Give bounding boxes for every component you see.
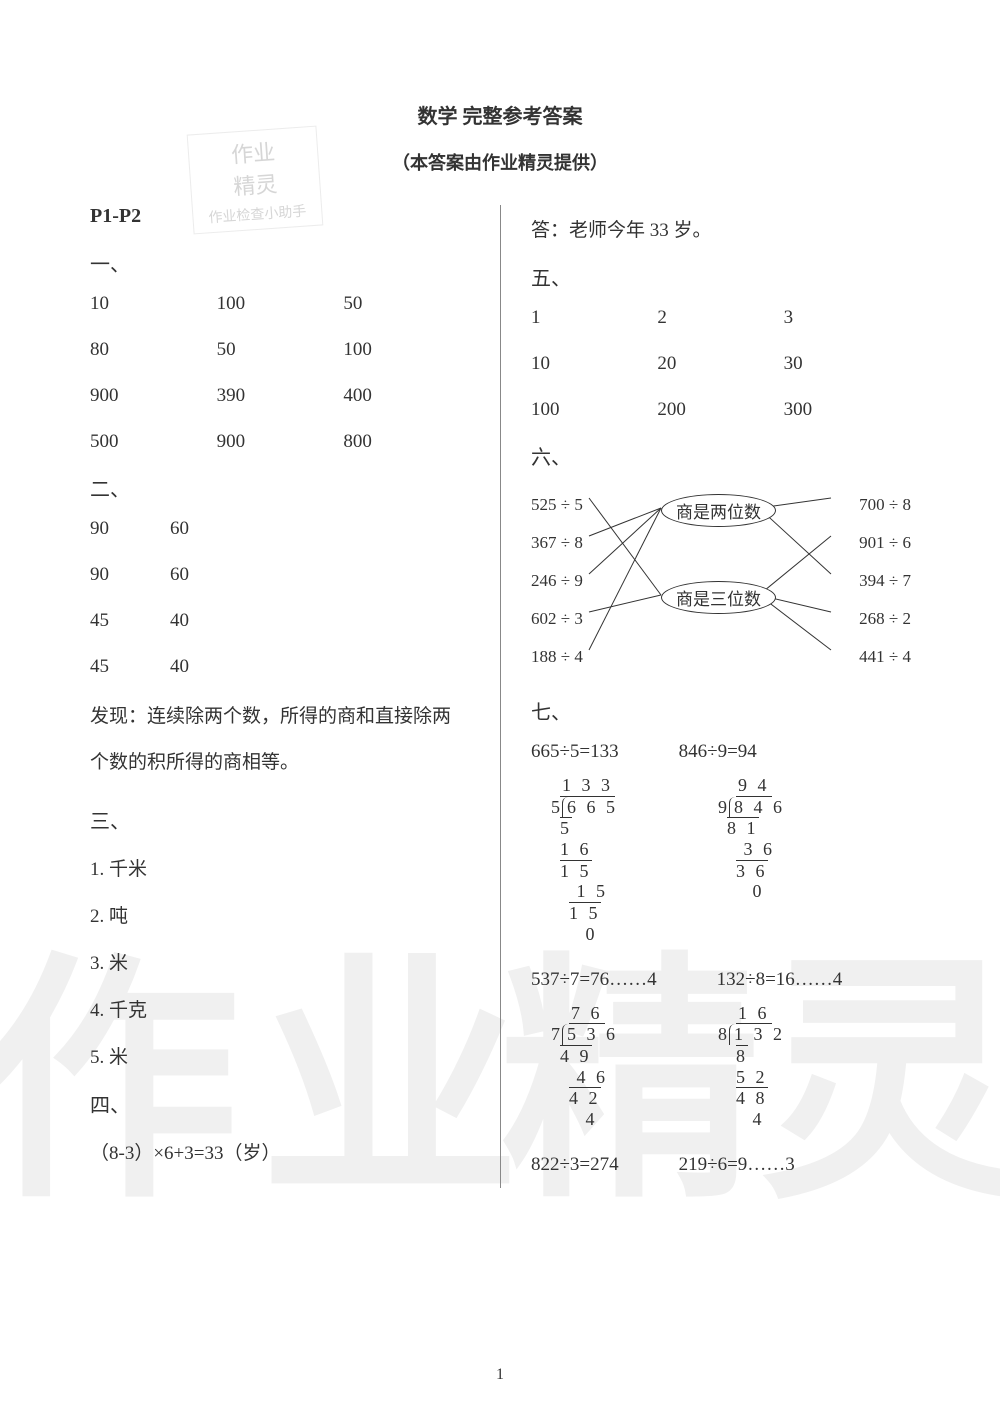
equation: 219÷6=9……3: [679, 1154, 795, 1176]
section-2-label: 二、: [90, 473, 470, 502]
grid-cell: 390: [217, 385, 344, 407]
section-5-grid: 123 102030 100200300: [531, 307, 910, 421]
label-two-digit-quotient: 商是两位数: [661, 494, 776, 527]
grid-cell: 900: [90, 385, 217, 407]
section-4-answer: 答：老师今年 33 岁。: [531, 215, 910, 242]
finding-line: 发现：连续除两个数，所得的商和直接除两: [90, 706, 451, 727]
grid-cell: 900: [217, 431, 344, 453]
grid-cell: 300: [784, 399, 910, 421]
section-5-label: 五、: [531, 262, 910, 291]
grid-cell: 60: [170, 518, 250, 540]
grid-cell: 100: [531, 399, 657, 421]
grid-cell: 45: [90, 610, 170, 632]
matching-left-expressions: 525 ÷ 5367 ÷ 8246 ÷ 9602 ÷ 3188 ÷ 4: [531, 486, 583, 676]
matching-expr: 394 ÷ 7: [859, 562, 911, 600]
grid-cell: 500: [90, 431, 217, 453]
grid-cell: 40: [170, 656, 250, 678]
grid-cell: 30: [784, 353, 910, 375]
grid-cell: 1: [531, 307, 657, 329]
grid-cell: 40: [170, 610, 250, 632]
grid-cell: 100: [217, 293, 344, 315]
matching-expr: 602 ÷ 3: [531, 600, 583, 638]
grid-cell: 10: [531, 353, 657, 375]
grid-cell: 90: [90, 518, 170, 540]
grid-cell: 800: [343, 431, 470, 453]
section-2-finding: 发现：连续除两个数，所得的商和直接除两 个数的积所得的商相等。: [90, 694, 470, 785]
section-6-label: 六、: [531, 441, 910, 470]
grid-cell: 100: [343, 339, 470, 361]
section-4-expression: （8-3）×6+3=33（岁）: [90, 1138, 470, 1165]
section-1-grid: 10100508050100900390400500900800: [90, 293, 470, 453]
matching-expr: 901 ÷ 6: [859, 524, 911, 562]
page-number: 1: [0, 1366, 1000, 1384]
grid-cell: 90: [90, 564, 170, 586]
label-three-digit-quotient: 商是三位数: [661, 581, 776, 614]
section-1-label: 一、: [90, 248, 470, 277]
grid-cell: 400: [343, 385, 470, 407]
page-range-label: P1-P2: [90, 205, 470, 228]
right-column: 答：老师今年 33 岁。 五、 123 102030 100200300 六、 52…: [500, 205, 920, 1188]
list-item: 1. 千米: [90, 854, 470, 881]
equation: 846÷9=94: [679, 741, 757, 763]
grid-cell: 60: [170, 564, 250, 586]
grid-cell: 20: [657, 353, 783, 375]
long-division: 1 3 356 6 5 5 1 6 1 5 1 5 1 5 0: [551, 775, 618, 945]
section-7-content: 665÷5=133 846÷9=94 1 3 356 6 5 5 1 6 1 5 …: [531, 741, 910, 1176]
section-4-label: 四、: [90, 1089, 470, 1118]
equation: 822÷3=274: [531, 1154, 619, 1176]
list-item: 5. 米: [90, 1042, 470, 1069]
long-division: 1 681 3 2 8 5 2 4 8 4: [718, 1003, 785, 1130]
grid-cell: 10: [90, 293, 217, 315]
watermark-line: 作业: [230, 135, 276, 170]
grid-cell: 3: [784, 307, 910, 329]
matching-expr: 268 ÷ 2: [859, 600, 911, 638]
list-item: 3. 米: [90, 948, 470, 975]
section-2-grid: 9060906045404540: [90, 518, 470, 678]
equation: 665÷5=133: [531, 741, 619, 763]
watermark-line: 精灵: [232, 166, 278, 201]
equation: 537÷7=76……4: [531, 969, 657, 991]
matching-expr: 188 ÷ 4: [531, 638, 583, 676]
matching-expr: 246 ÷ 9: [531, 562, 583, 600]
list-item: 2. 吨: [90, 901, 470, 928]
section-3-label: 三、: [90, 805, 470, 834]
long-division: 7 675 3 6 4 9 4 6 4 2 4: [551, 1003, 618, 1130]
page-title: 数学 完整参考答案: [80, 100, 920, 129]
section-7-label: 七、: [531, 696, 910, 725]
matching-diagram: 525 ÷ 5367 ÷ 8246 ÷ 9602 ÷ 3188 ÷ 4 700 …: [531, 486, 911, 676]
finding-line: 个数的积所得的商相等。: [90, 752, 299, 773]
grid-cell: 200: [657, 399, 783, 421]
equation: 132÷8=16……4: [717, 969, 843, 991]
grid-cell: 2: [657, 307, 783, 329]
matching-expr: 441 ÷ 4: [859, 638, 911, 676]
grid-cell: 50: [343, 293, 470, 315]
long-division: 9 498 4 6 8 1 3 6 3 6 0: [718, 775, 785, 945]
grid-cell: 45: [90, 656, 170, 678]
left-column: P1-P2 一、 1010050805010090039040050090080…: [80, 205, 500, 1188]
matching-right-expressions: 700 ÷ 8901 ÷ 6394 ÷ 7268 ÷ 2441 ÷ 4: [859, 486, 911, 676]
grid-cell: 50: [217, 339, 344, 361]
list-item: 4. 千克: [90, 995, 470, 1022]
matching-expr: 525 ÷ 5: [531, 486, 583, 524]
matching-expr: 700 ÷ 8: [859, 486, 911, 524]
matching-expr: 367 ÷ 8: [531, 524, 583, 562]
section-3-list: 1. 千米 2. 吨 3. 米 4. 千克 5. 米: [90, 854, 470, 1069]
grid-cell: 80: [90, 339, 217, 361]
